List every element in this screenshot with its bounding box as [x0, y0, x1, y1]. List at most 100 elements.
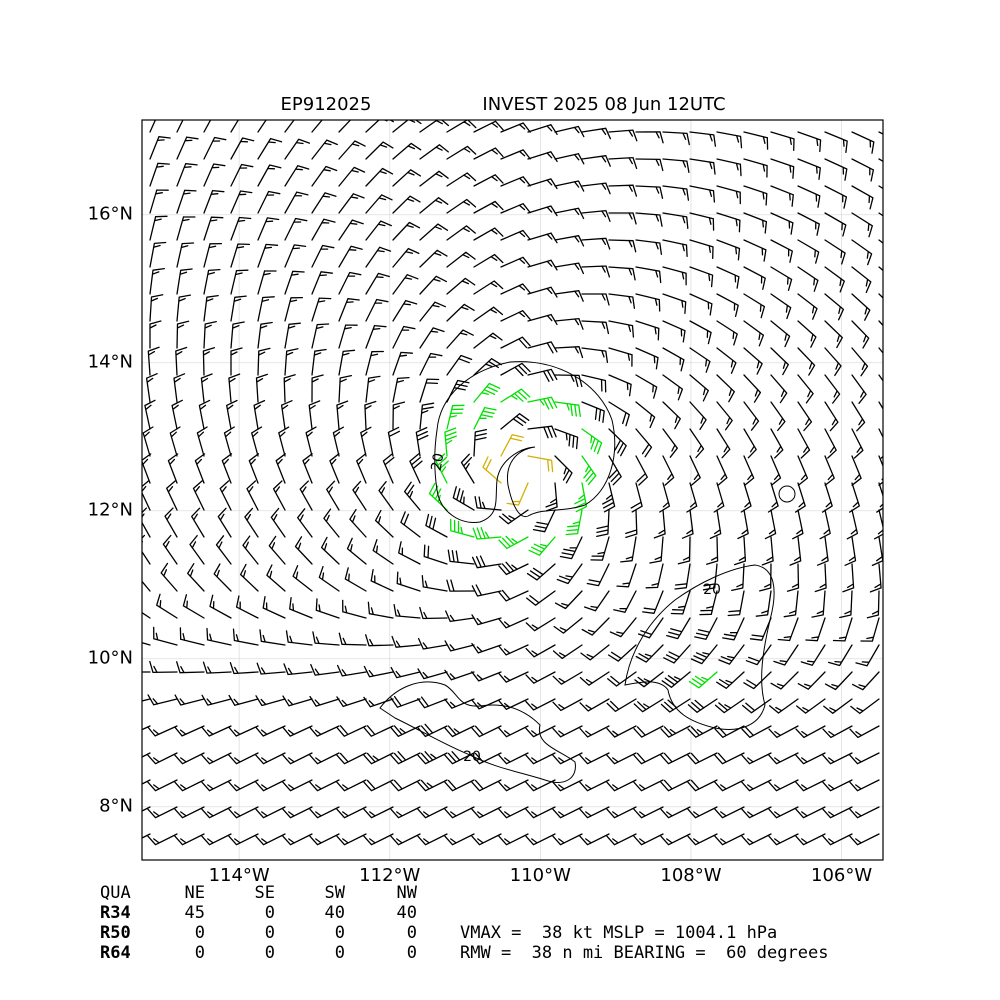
wind-barb: [706, 536, 719, 565]
wind-barb: [716, 347, 737, 374]
wind-barb: [148, 861, 177, 872]
wind-barb: [581, 155, 611, 167]
wind-barb: [851, 671, 880, 691]
wind-barb: [419, 197, 449, 214]
wind-barb: [336, 752, 367, 765]
wind-barb: [699, 590, 718, 616]
wind-barb: [309, 806, 340, 819]
wind-barb: [203, 268, 221, 295]
wind-barb: [174, 833, 205, 846]
wind-barb: [312, 631, 340, 646]
wind-barb: [842, 563, 855, 593]
wind-barbs: [142, 120, 883, 872]
wind-barb: [660, 725, 691, 738]
wind-barb: [662, 158, 690, 174]
wind-barb: [608, 320, 635, 338]
wind-barb: [194, 453, 206, 484]
wind-barb: [824, 320, 843, 349]
wind-barb: [305, 426, 317, 457]
wind-barb: [445, 610, 475, 623]
wind-barb: [299, 480, 313, 511]
wind-barb: [285, 630, 313, 646]
wind-barb: [768, 833, 799, 846]
wind-barb: [871, 536, 883, 567]
wind-barb: [498, 589, 529, 602]
wind-barb: [819, 509, 831, 540]
wind-barb: [392, 325, 416, 349]
wind-barb: [797, 158, 821, 180]
wind-barb: [844, 536, 857, 566]
wind-barb: [532, 509, 556, 533]
wind-barb: [635, 158, 664, 172]
wind-barb: [795, 779, 826, 792]
wind-barb: [446, 172, 477, 187]
wind-barb: [219, 480, 232, 511]
wind-barb: [229, 662, 259, 675]
plot-frame: [141, 119, 884, 861]
wind-barb: [365, 167, 394, 187]
wind-barb: [311, 165, 338, 187]
wind-barb: [827, 644, 853, 667]
wind-barb: [365, 634, 394, 647]
wind-barb: [417, 696, 448, 709]
wind-barb: [390, 725, 421, 737]
wind-barb: [689, 320, 712, 345]
table-cell: R34: [100, 903, 131, 923]
wind-barb: [365, 194, 393, 214]
wind-barb: [714, 725, 745, 738]
wind-barb: [878, 266, 883, 272]
wind-barb: [797, 185, 821, 208]
wind-barb: [228, 725, 259, 737]
wind-barb: [797, 671, 826, 690]
wind-barb: [633, 833, 664, 846]
wind-barb: [805, 617, 826, 642]
wind-barb: [716, 671, 745, 689]
wind-barb: [716, 212, 741, 233]
table-cell: 0: [195, 943, 205, 963]
wind-barb: [525, 725, 556, 738]
wind-barb: [417, 833, 448, 846]
wind-barb: [142, 507, 151, 538]
wind-barb: [228, 779, 259, 792]
wind-barb: [230, 347, 243, 376]
wind-barb: [525, 833, 556, 846]
wind-barb: [446, 225, 476, 241]
wind-barb: [608, 129, 638, 142]
wind-barb: [365, 375, 381, 403]
wind-barb: [625, 509, 638, 539]
wind-barb: [365, 141, 394, 160]
wind-barb: [528, 536, 556, 556]
wind-barb: [282, 752, 313, 765]
wind-barb: [201, 806, 232, 819]
wind-barb: [559, 536, 583, 560]
wind-barb: [498, 833, 529, 846]
wind-barb: [498, 535, 529, 550]
wind-barb: [581, 237, 611, 250]
wind-barb: [797, 455, 809, 486]
wind-barb: [176, 268, 193, 295]
wind-barb: [400, 511, 421, 538]
wind-barb: [149, 660, 178, 674]
wind-barb: [284, 217, 308, 241]
wind-barb: [349, 508, 367, 538]
wind-barb: [552, 725, 583, 738]
wind-barb: [284, 322, 301, 349]
wind-barb: [716, 320, 738, 346]
wind-barb: [446, 379, 470, 403]
wind-barb: [527, 368, 558, 382]
wind-barb: [336, 696, 367, 708]
wind-barb: [311, 192, 337, 214]
wind-barb: [473, 382, 501, 403]
wind-barb: [554, 207, 585, 220]
wind-barb: [473, 358, 502, 376]
wind-barb: [581, 374, 607, 393]
wind-barb: [743, 320, 765, 347]
wind-barb: [182, 594, 205, 619]
wind-barb: [851, 293, 871, 321]
wind-barb: [149, 162, 170, 187]
wind-barb: [687, 806, 718, 819]
wind-barb: [526, 563, 556, 581]
wind-barb: [552, 752, 583, 765]
wind-barb: [527, 151, 558, 163]
table-cell: 0: [335, 943, 345, 963]
